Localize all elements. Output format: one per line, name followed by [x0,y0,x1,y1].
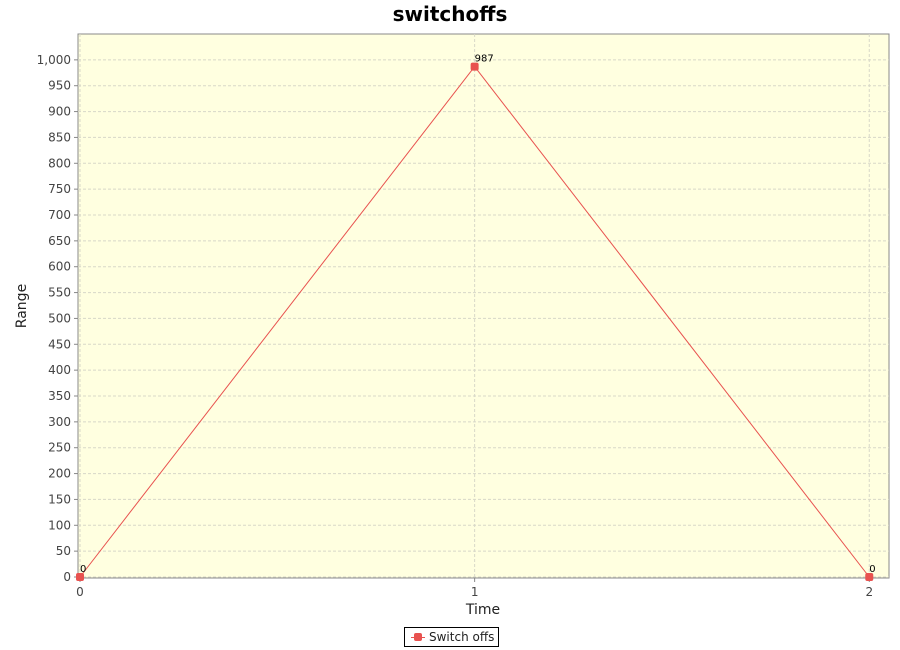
y-tick-label: 50 [56,544,71,558]
data-point [76,573,84,581]
y-tick-label: 550 [48,286,71,300]
legend-label: Switch offs [429,630,495,644]
data-point [470,62,479,71]
series-switch-offs: 0 987 0 [76,54,876,581]
y-tick-label: 800 [48,156,71,170]
x-tick-label: 1 [471,585,479,599]
x-tick-label: 0 [76,585,84,599]
y-tick-label: 150 [48,492,71,506]
y-tick-label: 250 [48,441,71,455]
y-tick-label: 450 [48,337,71,351]
y-tick-label: 900 [48,105,71,119]
x-tick-label: 2 [865,585,873,599]
y-tick-label: 600 [48,260,71,274]
x-axis-label: Time [465,602,500,618]
y-tick-label: 300 [48,415,71,429]
chart-title: switchoffs [392,2,508,26]
y-tick-label: 850 [48,130,71,144]
y-tick-label: 500 [48,311,71,325]
y-tick-label: 0 [63,570,71,584]
y-axis: 0 50 100 150 200 250 300 350 400 450 500 550 600 650 7… [37,53,78,584]
gridlines [78,34,889,578]
data-label: 0 [869,564,875,575]
legend-swatch [411,632,425,642]
y-tick-label: 750 [48,182,71,196]
y-tick-label: 100 [48,518,71,532]
x-axis: 0 1 2 [76,578,873,599]
data-point [865,573,874,581]
y-tick-label: 650 [48,234,71,248]
y-tick-label: 950 [48,79,71,93]
y-tick-label: 350 [48,389,71,403]
plot-area [77,33,890,579]
y-tick-label: 200 [48,467,71,481]
y-tick-label: 1,000 [37,53,71,67]
y-tick-label: 400 [48,363,71,377]
y-axis-label: Range [14,284,30,328]
data-label: 0 [80,564,86,575]
data-label: 987 [475,54,494,65]
y-tick-label: 700 [48,208,71,222]
legend: Switch offs [404,627,500,647]
